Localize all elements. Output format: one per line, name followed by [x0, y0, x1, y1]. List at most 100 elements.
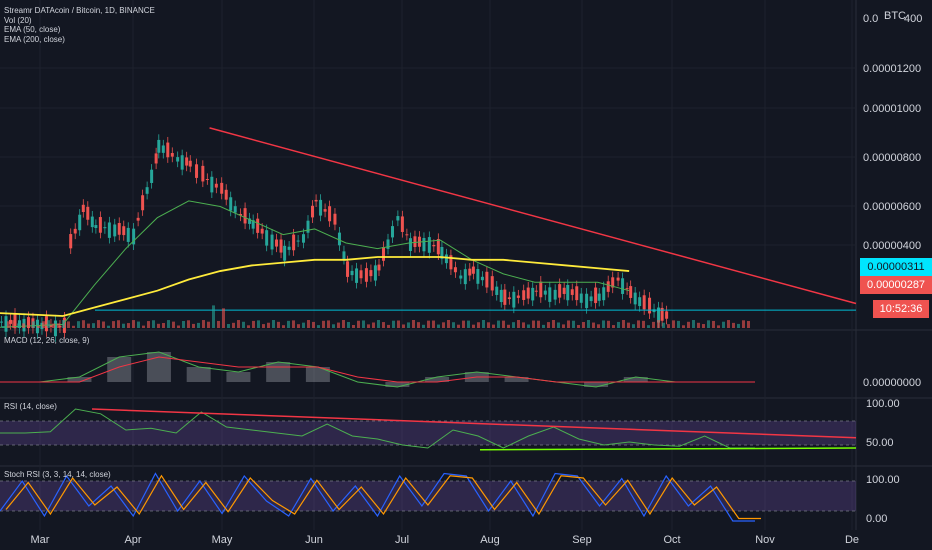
volume-bar: [182, 321, 185, 328]
volume-bar: [627, 322, 630, 328]
volume-bar: [112, 321, 115, 328]
signal-line: [0, 356, 755, 383]
price-candle: [107, 222, 111, 238]
price-candle: [648, 297, 652, 314]
volume-bar: [542, 324, 545, 328]
volume-bar: [37, 325, 40, 328]
price-candle: [0, 321, 3, 323]
volume-bar: [652, 321, 655, 328]
currency-label[interactable]: BTC: [884, 10, 906, 22]
volume-bar: [287, 320, 290, 328]
ema50-indicator-label[interactable]: EMA (50, close): [4, 25, 61, 34]
volume-bar: [447, 320, 450, 328]
price-candle: [539, 281, 543, 298]
volume-bar: [142, 325, 145, 328]
volume-bar: [532, 320, 535, 328]
price-axis-tick: 0.00000800: [863, 152, 921, 164]
price-candle: [136, 217, 140, 221]
price-candle: [373, 265, 377, 281]
volume-bar: [362, 320, 365, 328]
volume-bar: [22, 323, 25, 328]
macd-histogram-bar: [67, 377, 92, 382]
volume-bar: [117, 320, 120, 328]
volume-bar: [477, 322, 480, 328]
time-axis-tick: De: [845, 534, 859, 546]
volume-bar: [562, 324, 565, 328]
volume-bar: [517, 320, 520, 328]
time-axis-tick: Oct: [663, 534, 680, 546]
volume-bar: [442, 322, 445, 328]
time-axis-tick: Apr: [124, 534, 141, 546]
volume-bar: [232, 322, 235, 328]
price-candle: [195, 164, 199, 178]
volume-bar: [622, 320, 625, 328]
stoch-pane-label[interactable]: Stoch RSI (3, 3, 14, 14, close): [4, 470, 111, 479]
volume-bar: [632, 324, 635, 328]
volume-bar: [427, 320, 430, 328]
volume-bar: [697, 322, 700, 328]
volume-bar: [582, 322, 585, 328]
volume-bar: [242, 321, 245, 328]
ema200-indicator-label[interactable]: EMA (200, close): [4, 34, 65, 44]
volume-bar: [127, 323, 130, 328]
price-candle: [201, 165, 205, 182]
price-candle: [248, 218, 252, 224]
price-candle: [566, 284, 570, 301]
price-candle: [480, 276, 484, 281]
macd-histogram-bar: [226, 372, 251, 382]
volume-bar: [572, 320, 575, 328]
price-candle: [176, 157, 180, 162]
price-candle: [117, 223, 121, 235]
price-candle: [543, 290, 547, 295]
volume-bar: [507, 324, 510, 328]
macd-histogram-bar: [623, 377, 648, 382]
price-candle: [377, 264, 381, 271]
price-candle: [53, 320, 57, 337]
price-candle: [579, 293, 583, 303]
volume-bar: [482, 320, 485, 328]
volume-bar: [207, 321, 210, 328]
volume-bar: [732, 322, 735, 328]
volume-bar: [387, 324, 390, 328]
price-candle: [652, 309, 656, 313]
price-candle: [642, 295, 646, 310]
volume-bar: [712, 320, 715, 328]
rsi-pane-label[interactable]: RSI (14, close): [4, 402, 57, 411]
volume-bar: [487, 322, 490, 328]
volume-bar: [162, 322, 165, 328]
volume-bar: [502, 320, 505, 328]
volume-bar: [272, 320, 275, 328]
volume-bar: [42, 321, 45, 328]
price-candle: [526, 287, 530, 299]
price-candle: [408, 238, 412, 251]
volume-bar: [717, 325, 720, 328]
price-candle: [94, 225, 98, 228]
volume-bar: [72, 325, 75, 328]
price-candle: [260, 228, 264, 234]
volume-bar: [122, 323, 125, 328]
volume-bar: [2, 326, 5, 328]
macd-histogram-bar: [186, 367, 211, 382]
price-candle: [558, 284, 562, 298]
macd-pane-label[interactable]: MACD (12, 26, close, 9): [4, 336, 90, 345]
volume-bar: [377, 320, 380, 328]
volume-bar: [297, 324, 300, 328]
volume-bar: [642, 320, 645, 328]
volume-bar: [227, 323, 230, 328]
price-candle: [413, 236, 417, 247]
price-candle: [319, 199, 323, 216]
price-candle: [40, 322, 44, 330]
vol-indicator-label[interactable]: Vol (20): [4, 15, 32, 25]
macd-histogram-bar: [425, 377, 450, 382]
price-candle: [444, 254, 448, 264]
volume-bar: [312, 321, 315, 328]
price-axis-tick: 400: [904, 13, 922, 25]
volume-bar: [52, 323, 55, 328]
volume-bar: [27, 320, 30, 328]
symbol-title[interactable]: Streamr DATAcoin / Bitcoin, 1D, BINANCE: [4, 6, 155, 15]
price-candle: [660, 307, 664, 321]
price-candle: [621, 278, 625, 294]
price-candle: [471, 266, 475, 274]
volume-bar: [672, 320, 675, 328]
